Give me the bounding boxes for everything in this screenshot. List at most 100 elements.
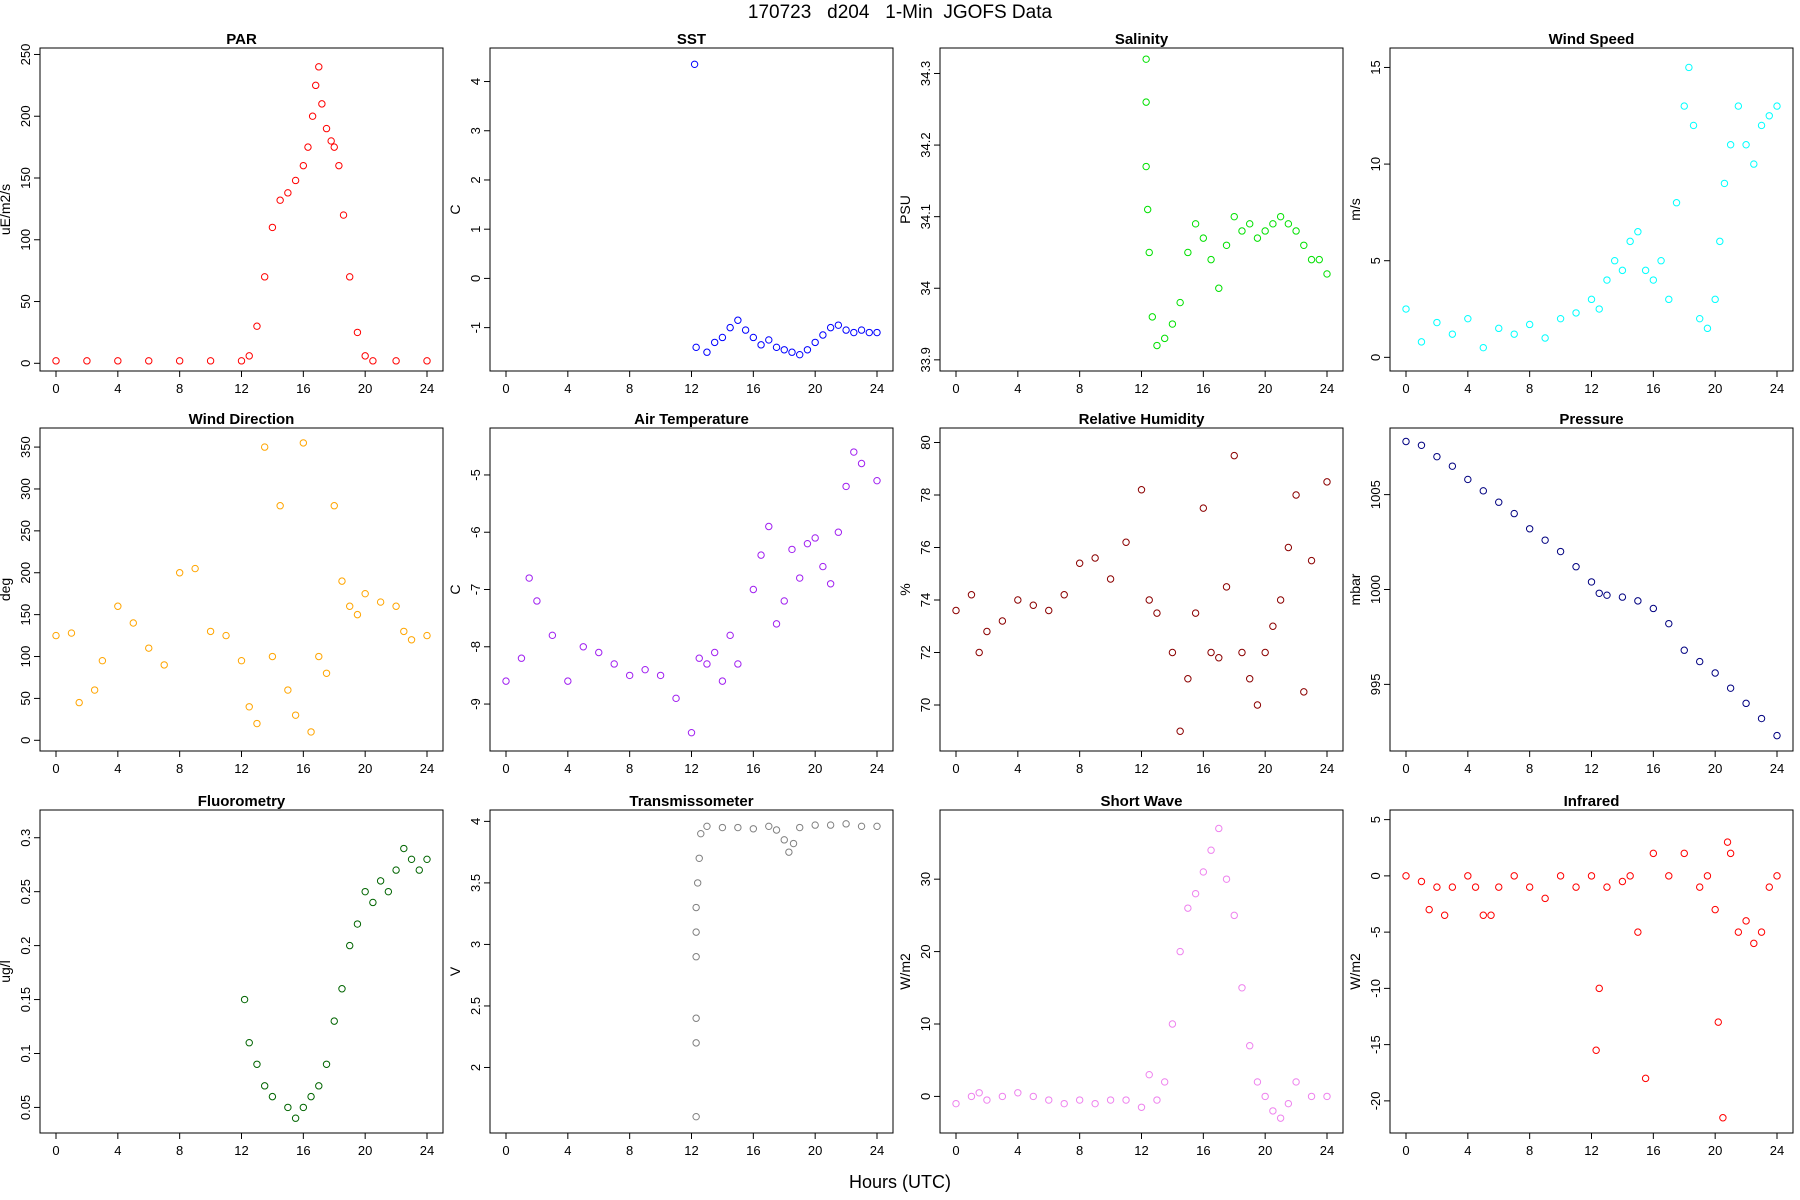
y-tick-label: 33.9 — [918, 347, 933, 372]
data-point — [796, 823, 804, 832]
data-point — [1757, 714, 1766, 723]
data-point — [1572, 309, 1580, 317]
y-tick-label: 250 — [18, 520, 33, 542]
data-point — [1541, 334, 1549, 342]
x-tick-label: 8 — [626, 1143, 633, 1158]
x-tick-label: 16 — [296, 761, 310, 776]
data-point — [376, 598, 385, 606]
data-point — [548, 631, 557, 640]
data-point — [1665, 872, 1673, 880]
data-point — [291, 1114, 300, 1122]
data-point — [312, 81, 320, 90]
data-point — [873, 328, 881, 337]
y-tick-label: 200 — [18, 562, 33, 584]
data-point — [1587, 295, 1596, 304]
data-point — [307, 728, 315, 736]
data-point — [1626, 872, 1634, 880]
x-tick-label: 20 — [1258, 1143, 1272, 1158]
data-point — [1634, 228, 1642, 236]
data-point — [1014, 596, 1022, 604]
data-point — [796, 350, 804, 359]
data-point — [1464, 314, 1472, 323]
data-point — [1106, 1096, 1115, 1104]
data-point — [1029, 1092, 1037, 1101]
data-point — [353, 920, 362, 928]
data-point — [1703, 872, 1712, 880]
data-point — [1207, 648, 1215, 657]
data-point — [1719, 1114, 1727, 1122]
x-tick-label: 24 — [1320, 381, 1334, 396]
data-point — [304, 143, 312, 151]
y-tick-label: 30 — [918, 872, 933, 886]
data-point — [1284, 1099, 1293, 1108]
data-point — [1145, 1070, 1153, 1079]
data-point — [1153, 609, 1161, 617]
data-point — [718, 677, 727, 685]
data-point — [1307, 556, 1316, 565]
data-point — [318, 100, 326, 108]
data-point — [1595, 984, 1603, 993]
y-axis-label: % — [897, 583, 913, 595]
data-point — [361, 887, 369, 896]
panel-title: Transmissometer — [629, 793, 753, 810]
data-point — [1587, 872, 1596, 880]
panel-title: SST — [677, 31, 706, 48]
data-point — [780, 597, 788, 605]
data-point — [834, 321, 843, 329]
plot-frame — [1389, 809, 1794, 1134]
data-point — [610, 660, 618, 668]
x-tick-label: 24 — [1770, 761, 1784, 776]
plot-frame — [39, 427, 444, 752]
x-tick-label: 8 — [626, 761, 633, 776]
data-point — [1685, 63, 1693, 72]
x-tick-label: 4 — [1014, 1143, 1021, 1158]
data-point — [75, 698, 83, 707]
data-point — [692, 1039, 700, 1047]
data-point — [299, 1103, 308, 1112]
data-point — [952, 1099, 960, 1108]
data-point — [284, 189, 292, 197]
data-point — [114, 357, 122, 365]
data-point — [703, 822, 711, 831]
data-point — [1143, 205, 1152, 214]
data-point — [873, 822, 881, 831]
x-tick-label: 24 — [870, 381, 884, 396]
data-point — [1510, 509, 1518, 518]
data-point — [1191, 220, 1200, 228]
data-point — [1726, 141, 1735, 149]
y-tick-label: 0 — [918, 1093, 933, 1100]
data-point — [1649, 276, 1658, 284]
panel-pressure: Pressure 0 4 8 12 16 20 24 995 1000 1005 mbar — [1347, 411, 1794, 776]
data-point — [692, 928, 700, 936]
data-point — [780, 346, 788, 354]
y-tick-label: -8 — [468, 641, 483, 653]
data-point — [1448, 883, 1457, 891]
data-point — [299, 439, 308, 447]
data-point — [1417, 877, 1426, 886]
y-tick-label: -15 — [1368, 1035, 1383, 1054]
data-point — [533, 597, 541, 605]
y-tick-label: 34.1 — [918, 204, 933, 229]
data-point — [1215, 654, 1223, 662]
x-tick-label: 4 — [1014, 381, 1021, 396]
data-point — [757, 341, 765, 349]
data-point — [1315, 255, 1323, 264]
data-point — [1479, 487, 1487, 495]
data-point — [1261, 227, 1269, 235]
y-tick-label: 0.3 — [18, 829, 33, 847]
data-point — [1246, 220, 1254, 228]
data-point — [1587, 578, 1596, 586]
data-point — [967, 1092, 976, 1101]
x-tick-label: 0 — [52, 761, 59, 776]
data-point — [1323, 270, 1331, 278]
x-tick-label: 0 — [52, 381, 59, 396]
data-point — [1495, 883, 1503, 891]
plot-frame — [39, 809, 444, 1134]
data-point — [1402, 872, 1410, 880]
panel-par: PAR 0 4 8 12 16 20 24 0 50 100 150 200 250 uE/m2/s — [0, 31, 444, 396]
panel-title: Infrared — [1564, 793, 1620, 810]
data-point — [1176, 727, 1184, 735]
x-tick-label: 8 — [1526, 1143, 1533, 1158]
x-tick-label: 0 — [952, 1143, 959, 1158]
y-tick-label: 0.15 — [18, 987, 33, 1012]
